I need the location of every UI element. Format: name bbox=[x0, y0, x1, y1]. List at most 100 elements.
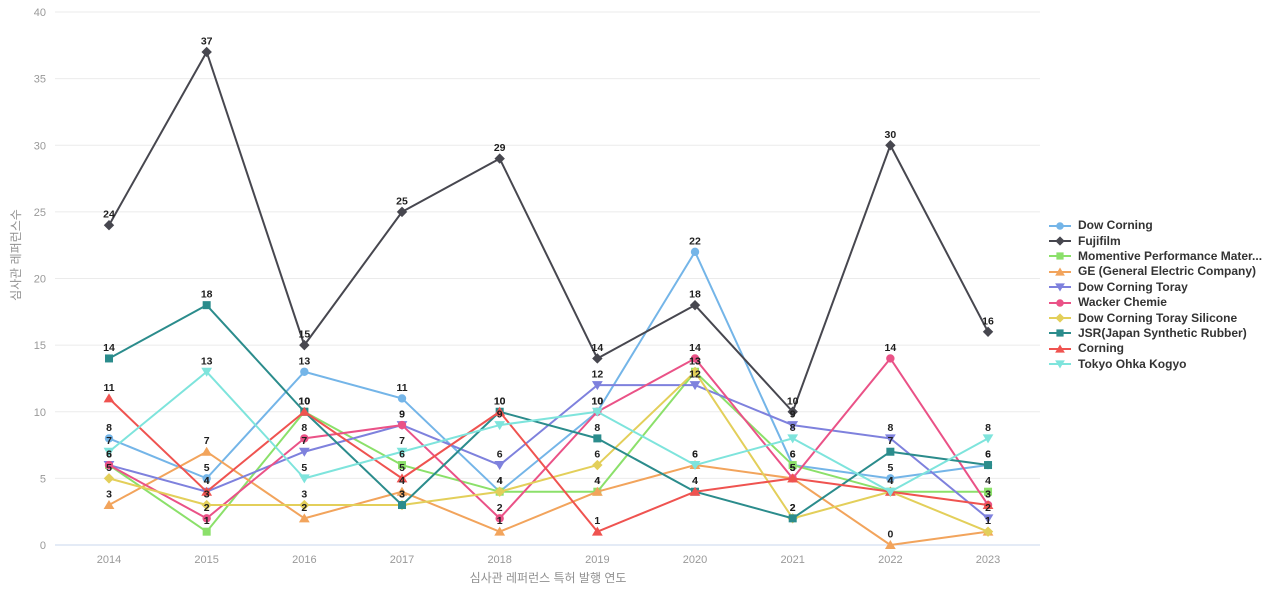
data-point[interactable] bbox=[592, 459, 603, 471]
data-point[interactable] bbox=[298, 474, 310, 484]
data-point[interactable] bbox=[494, 153, 505, 164]
data-point[interactable] bbox=[886, 447, 895, 456]
data-point[interactable] bbox=[787, 421, 799, 431]
data-point-label: 10 bbox=[494, 395, 506, 407]
data-point[interactable] bbox=[202, 527, 211, 536]
data-point-label: 18 bbox=[689, 289, 701, 301]
data-point[interactable] bbox=[982, 514, 994, 524]
data-point[interactable] bbox=[202, 301, 211, 310]
data-point[interactable] bbox=[299, 339, 310, 351]
data-point-label: 14 bbox=[592, 342, 604, 354]
data-point[interactable] bbox=[593, 434, 602, 443]
data-point[interactable] bbox=[201, 499, 212, 511]
data-point[interactable] bbox=[298, 406, 310, 416]
data-point[interactable] bbox=[787, 406, 798, 417]
data-point[interactable] bbox=[201, 367, 213, 377]
data-point-label: 7 bbox=[399, 435, 405, 447]
data-point[interactable] bbox=[884, 540, 896, 549]
x-tick-label: 2016 bbox=[292, 554, 316, 566]
data-point[interactable] bbox=[396, 206, 408, 218]
legend-item-momentive-performance-mater-[interactable]: Momentive Performance Mater... bbox=[1048, 249, 1262, 264]
data-point[interactable] bbox=[397, 394, 407, 403]
data-point[interactable] bbox=[689, 381, 701, 391]
data-point-label: 14 bbox=[103, 342, 115, 354]
data-point-label: 2 bbox=[497, 502, 503, 514]
data-point[interactable] bbox=[103, 447, 115, 457]
legend-item-jsr-japan-synthetic-rubber-[interactable]: JSR(Japan Synthetic Rubber) bbox=[1048, 326, 1262, 341]
data-point[interactable] bbox=[300, 434, 309, 443]
data-point[interactable] bbox=[591, 381, 603, 391]
data-point[interactable] bbox=[592, 353, 603, 364]
data-point[interactable] bbox=[885, 140, 896, 151]
legend-item-corning[interactable]: Corning bbox=[1048, 341, 1262, 356]
data-point[interactable] bbox=[202, 474, 211, 483]
data-point[interactable] bbox=[494, 406, 506, 416]
data-point-label: 37 bbox=[201, 35, 213, 47]
data-point[interactable] bbox=[886, 354, 895, 363]
data-point-label: 4 bbox=[692, 475, 698, 487]
data-point[interactable] bbox=[884, 434, 896, 444]
data-point[interactable] bbox=[103, 473, 115, 484]
data-point[interactable] bbox=[396, 486, 408, 496]
legend-item-ge-general-electric-company-[interactable]: GE (General Electric Company) bbox=[1048, 264, 1262, 279]
data-point[interactable] bbox=[201, 446, 213, 456]
data-point[interactable] bbox=[299, 499, 310, 511]
data-point[interactable] bbox=[689, 299, 701, 311]
data-point[interactable] bbox=[201, 486, 213, 496]
data-point[interactable] bbox=[982, 326, 994, 337]
data-point[interactable] bbox=[982, 500, 994, 510]
legend-item-wacker-chemie[interactable]: Wacker Chemie bbox=[1048, 295, 1262, 310]
data-point[interactable] bbox=[788, 514, 797, 523]
data-point[interactable] bbox=[396, 473, 408, 483]
legend-item-fujifilm[interactable]: Fujifilm bbox=[1048, 233, 1262, 248]
data-point[interactable] bbox=[494, 421, 506, 431]
data-point[interactable] bbox=[397, 420, 407, 430]
y-tick-label: 30 bbox=[34, 140, 46, 152]
data-point[interactable] bbox=[689, 366, 701, 377]
data-point[interactable] bbox=[690, 247, 700, 257]
legend-item-dow-corning-toray-silicone[interactable]: Dow Corning Toray Silicone bbox=[1048, 310, 1262, 325]
legend-item-tokyo-ohka-kogyo[interactable]: Tokyo Ohka Kogyo bbox=[1048, 357, 1262, 372]
data-point[interactable] bbox=[103, 393, 115, 403]
data-point[interactable] bbox=[787, 473, 799, 483]
data-point[interactable] bbox=[591, 407, 603, 417]
data-point[interactable] bbox=[298, 447, 310, 457]
data-point[interactable] bbox=[202, 514, 211, 523]
data-point[interactable] bbox=[398, 461, 407, 470]
data-point[interactable] bbox=[396, 447, 408, 457]
data-point[interactable] bbox=[494, 526, 506, 536]
data-point-label: 4 bbox=[887, 475, 893, 487]
data-point[interactable] bbox=[494, 486, 505, 497]
data-point-label: 4 bbox=[399, 475, 405, 487]
data-point[interactable] bbox=[982, 526, 994, 537]
data-point[interactable] bbox=[984, 461, 993, 470]
data-point[interactable] bbox=[201, 46, 212, 58]
data-point-label: 5 bbox=[790, 462, 796, 474]
data-point[interactable] bbox=[886, 474, 895, 483]
data-point[interactable] bbox=[104, 434, 114, 443]
data-point[interactable] bbox=[982, 434, 994, 444]
data-point[interactable] bbox=[884, 487, 896, 497]
data-point[interactable] bbox=[787, 434, 799, 444]
data-point[interactable] bbox=[105, 354, 113, 363]
data-point[interactable] bbox=[984, 487, 993, 496]
data-point[interactable] bbox=[591, 486, 603, 496]
data-point[interactable] bbox=[298, 513, 310, 523]
data-point[interactable] bbox=[689, 486, 701, 496]
data-point[interactable] bbox=[690, 354, 700, 363]
data-point[interactable] bbox=[103, 500, 115, 510]
data-point[interactable] bbox=[788, 461, 797, 470]
data-point-label: 10 bbox=[592, 395, 604, 407]
data-point[interactable] bbox=[591, 526, 603, 536]
data-point[interactable] bbox=[689, 461, 701, 471]
data-point[interactable] bbox=[398, 501, 407, 510]
data-point[interactable] bbox=[300, 367, 309, 376]
data-point[interactable] bbox=[103, 220, 115, 231]
data-point[interactable] bbox=[494, 461, 506, 471]
data-point-label: 16 bbox=[982, 315, 994, 327]
legend-item-dow-corning[interactable]: Dow Corning bbox=[1048, 218, 1262, 233]
data-point[interactable] bbox=[104, 460, 114, 470]
legend-item-dow-corning-toray[interactable]: Dow Corning Toray bbox=[1048, 280, 1262, 295]
x-tick-label: 2021 bbox=[780, 554, 804, 566]
data-point[interactable] bbox=[495, 514, 504, 523]
